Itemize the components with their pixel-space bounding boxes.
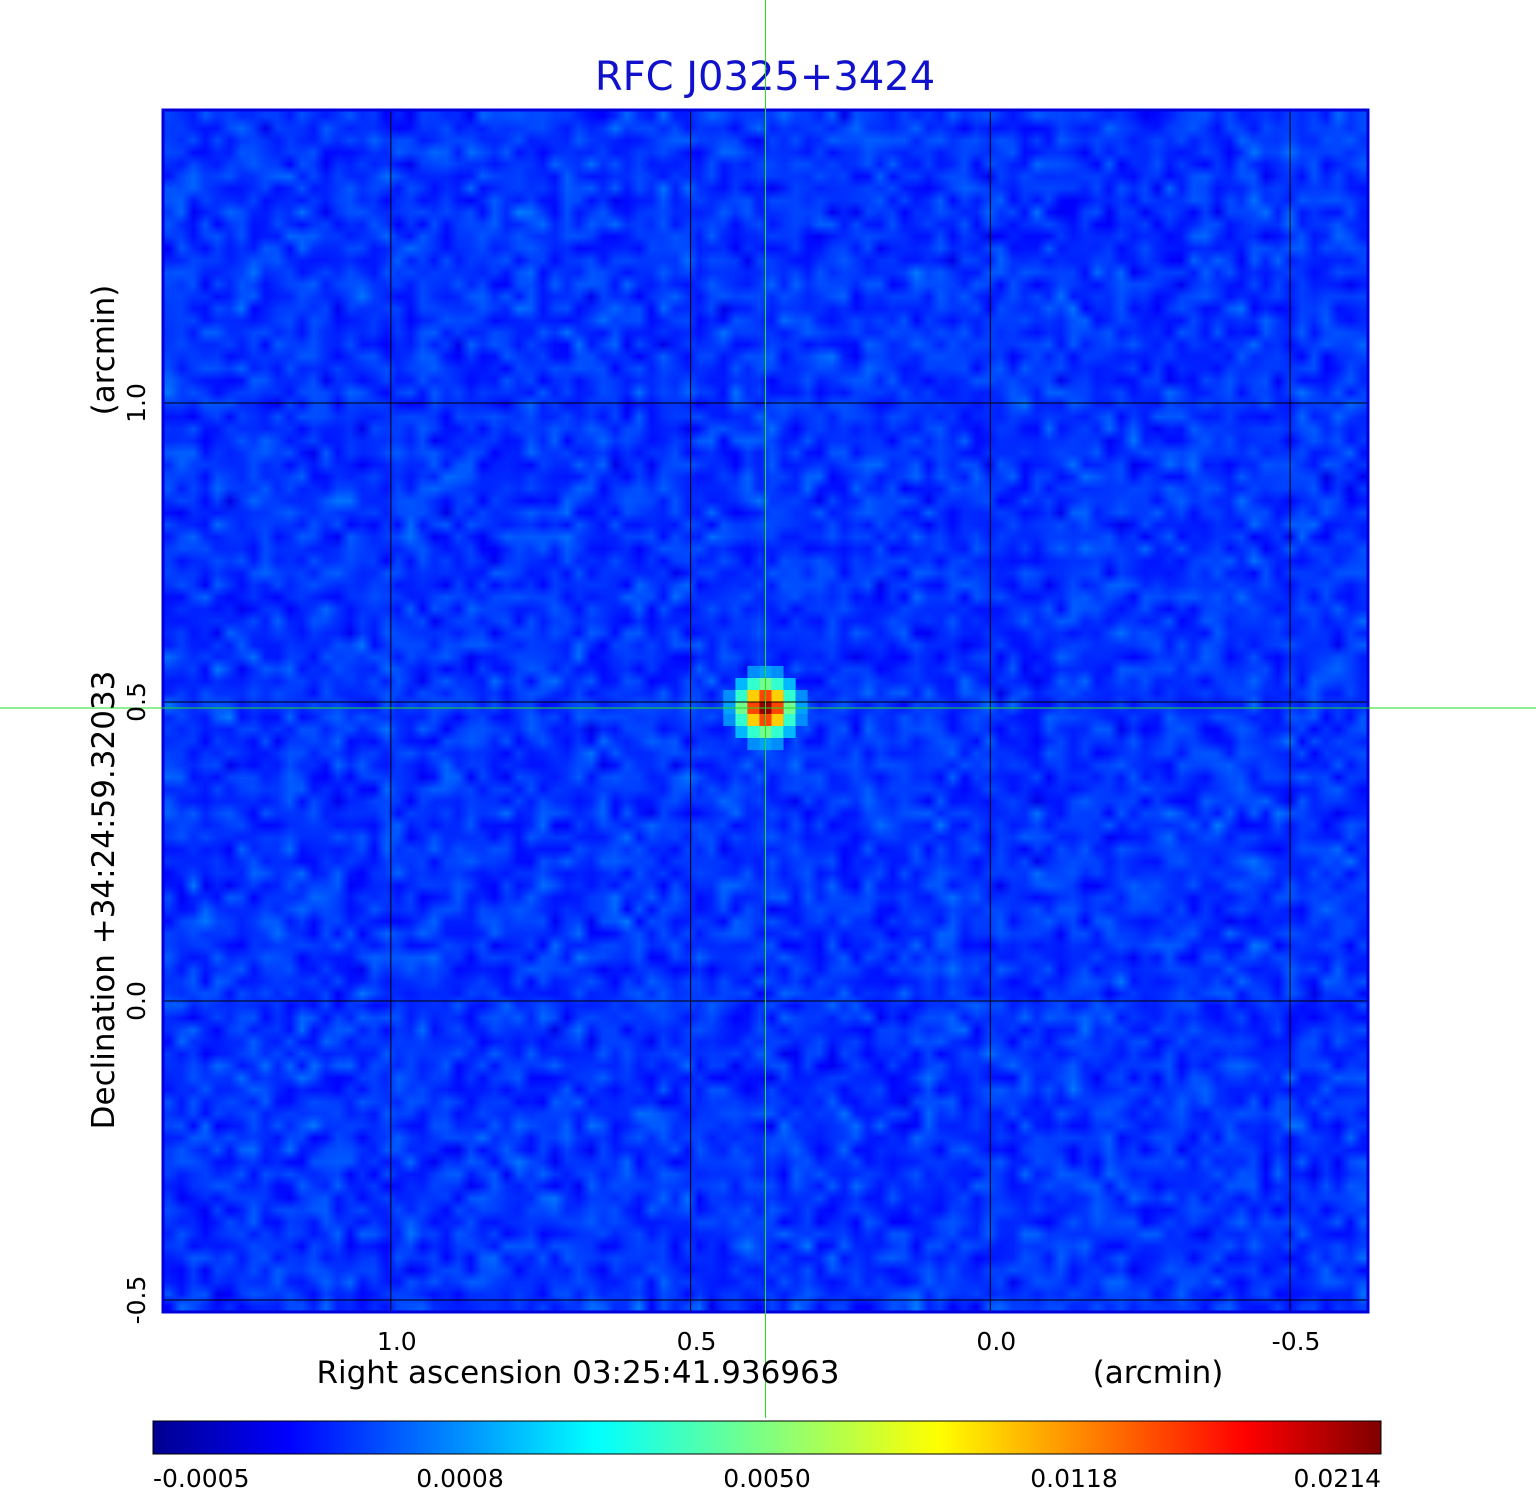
source-pixel (771, 665, 784, 678)
source-pixel (771, 714, 784, 727)
source-pixel (747, 690, 760, 703)
y-tick-label: 0.5 (122, 682, 151, 722)
source-pixel (723, 714, 736, 727)
source-pixel (735, 690, 748, 703)
y-tick-label: 0.0 (122, 981, 151, 1021)
source-pixel (771, 738, 784, 751)
source-pixel (783, 714, 796, 727)
x-axis-label: Right ascension 03:25:41.936963 (316, 1355, 839, 1391)
y-axis-label: Declination +34:24:59.32033 (86, 671, 122, 1130)
x-axis-unit: (arcmin) (1093, 1355, 1224, 1391)
colorbar (152, 1420, 1382, 1455)
source-pixel (783, 678, 796, 691)
source-pixel (771, 690, 784, 703)
x-tick-label: 0.0 (976, 1327, 1016, 1356)
source-pixel (795, 714, 808, 727)
colorbar-label: 0.0118 (1030, 1464, 1117, 1493)
source-pixel (723, 690, 736, 703)
colorbar-label: -0.0005 (153, 1464, 250, 1493)
x-tick-label: 0.5 (677, 1327, 717, 1356)
source-pixel (795, 690, 808, 703)
source-pixel (747, 738, 760, 751)
colorbar-label: 0.0008 (416, 1464, 503, 1493)
y-tick-labels: 1.0 0.5 0.0 -0.5 (122, 383, 151, 1324)
source-pixel (735, 678, 748, 691)
x-tick-labels: 1.0 0.5 0.0 -0.5 (377, 1327, 1321, 1356)
y-axis-unit: (arcmin) (86, 285, 122, 416)
source-pixel (771, 678, 784, 691)
source-pixel (747, 726, 760, 739)
source-pixel (783, 726, 796, 739)
crosshair (0, 0, 1536, 1418)
source-pixel (783, 690, 796, 703)
source-pixel (771, 726, 784, 739)
source-pixel (747, 665, 760, 678)
x-tick-label: 1.0 (377, 1327, 417, 1356)
x-tick-label: -0.5 (1272, 1327, 1321, 1356)
source-pixel (747, 678, 760, 691)
colorbar-label: 0.0050 (723, 1464, 810, 1493)
source-pixel (735, 726, 748, 739)
colorbar-label: 0.0214 (1294, 1464, 1381, 1493)
y-tick-label: 1.0 (122, 383, 151, 423)
source-pixel (747, 714, 760, 727)
colorbar-labels: -0.0005 0.0008 0.0050 0.0118 0.0214 (153, 1464, 1381, 1493)
y-tick-label: -0.5 (122, 1276, 151, 1325)
source-pixel (735, 714, 748, 727)
